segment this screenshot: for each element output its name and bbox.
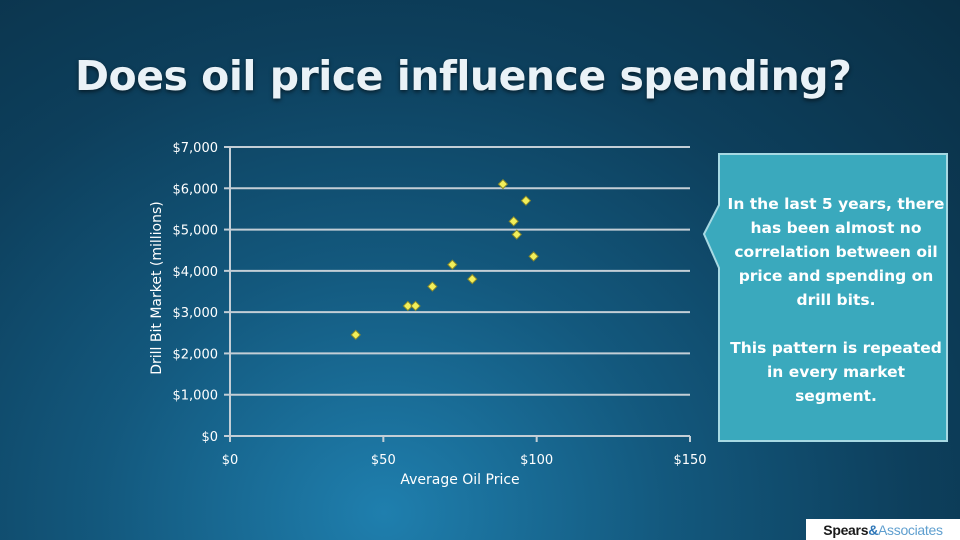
company-logo: Spears & Associates bbox=[806, 519, 960, 540]
y-tick-label: $4,000 bbox=[173, 265, 219, 280]
y-tick-label: $5,000 bbox=[173, 224, 219, 239]
data-point-4 bbox=[427, 281, 438, 292]
data-point-3 bbox=[410, 300, 421, 312]
callout-shape bbox=[702, 153, 948, 442]
logo-word-associates: Associates bbox=[878, 521, 943, 538]
data-point-11 bbox=[528, 251, 539, 262]
callout-paragraph-segments: This pattern is repeated in every market… bbox=[730, 339, 942, 405]
data-point-6 bbox=[467, 273, 478, 285]
x-tick-labels: $0 $50 $100 $150 bbox=[222, 453, 707, 468]
data-point-9 bbox=[511, 229, 522, 240]
y-tick-label: $2,000 bbox=[173, 347, 219, 362]
data-point-5 bbox=[447, 259, 458, 270]
x-tick-label: $150 bbox=[673, 453, 706, 468]
data-points bbox=[350, 178, 539, 341]
gridlines bbox=[230, 146, 690, 396]
data-point-7 bbox=[497, 178, 509, 190]
y-tick-label: $0 bbox=[201, 430, 218, 445]
data-point-10 bbox=[520, 195, 532, 206]
y-axis-title: Drill Bit Market (millions) bbox=[149, 201, 165, 375]
callout-paragraph-correlation: In the last 5 years, there has been almo… bbox=[727, 195, 945, 309]
axes bbox=[224, 146, 691, 442]
callout-text: In the last 5 years, there has been almo… bbox=[724, 192, 948, 408]
data-point-8 bbox=[508, 216, 519, 227]
logo-word-spears: Spears bbox=[823, 521, 869, 538]
x-axis-title: Average Oil Price bbox=[400, 472, 519, 488]
y-tick-label: $1,000 bbox=[173, 389, 219, 404]
logo-ampersand: & bbox=[868, 521, 878, 538]
x-tick-label: $100 bbox=[520, 453, 553, 468]
x-tick-label: $0 bbox=[222, 453, 239, 468]
y-tick-label: $3,000 bbox=[173, 306, 219, 321]
y-tick-label: $6,000 bbox=[173, 182, 219, 197]
y-tick-labels: $0 $1,000 $2,000 $3,000 $4,000 $5,000 $6,000 $7… bbox=[173, 141, 219, 445]
data-point-2 bbox=[402, 300, 414, 312]
slide-title: Does oil price influence spending? bbox=[75, 52, 852, 100]
data-point-1 bbox=[350, 329, 361, 341]
y-tick-label: $7,000 bbox=[173, 141, 219, 156]
x-tick-label: $50 bbox=[371, 453, 396, 468]
